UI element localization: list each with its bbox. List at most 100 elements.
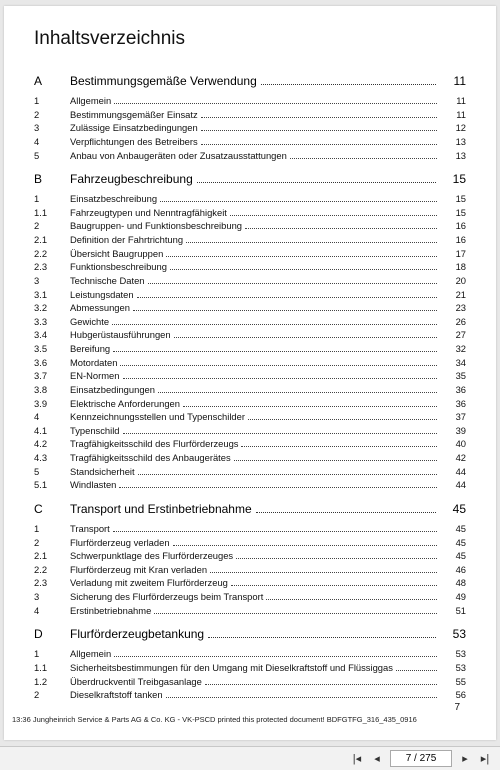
toc-dots [158, 392, 437, 393]
toc-item-page: 18 [440, 260, 466, 274]
toc-item-label: Kennzeichnungsstellen und Typenschilder [70, 410, 245, 424]
toc-dots [160, 201, 437, 202]
toc-dots [230, 215, 437, 216]
toc-dots [183, 406, 437, 407]
toc-item-number: 2.3 [34, 260, 70, 274]
toc-item-row: 1Einsatzbeschreibung15 [34, 192, 466, 206]
nav-page-input[interactable] [390, 750, 452, 767]
nav-last-button[interactable]: ▸| [476, 750, 494, 768]
toc-item-row: 5.1Windlasten44 [34, 478, 466, 492]
toc-item-row: 2Dieselkraftstoff tanken56 [34, 688, 466, 702]
toc-dots [208, 637, 436, 638]
toc-item-number: 3.5 [34, 342, 70, 356]
toc-item-row: 2Flurförderzeug verladen45 [34, 536, 466, 550]
toc-item-number: 2.1 [34, 233, 70, 247]
toc-item-number: 4 [34, 135, 70, 149]
toc-item-label: Technische Daten [70, 274, 145, 288]
toc-item-number: 2 [34, 536, 70, 550]
toc-dots [241, 446, 437, 447]
toc-item-number: 1 [34, 94, 70, 108]
toc-dots [114, 103, 437, 104]
toc-item-label: Bestimmungsgemäßer Einsatz [70, 108, 198, 122]
toc-item-page: 40 [440, 437, 466, 451]
toc-section-key: A [34, 74, 70, 88]
nav-next-button[interactable]: ▸ [456, 750, 474, 768]
toc-item-row: 3.6Motordaten34 [34, 356, 466, 370]
toc-item-page: 45 [440, 549, 466, 563]
toc-item-label: Flurförderzeug mit Kran verladen [70, 563, 207, 577]
toc-item-row: 4Kennzeichnungsstellen und Typenschilder… [34, 410, 466, 424]
toc-item-page: 42 [440, 451, 466, 465]
toc-item-row: 3Technische Daten20 [34, 274, 466, 288]
toc-item-number: 3.3 [34, 315, 70, 329]
toc-item-number: 3.9 [34, 397, 70, 411]
toc-item-row: 4.3Tragfähigkeitsschild des Anbaugerätes… [34, 451, 466, 465]
toc-section-key: D [34, 627, 70, 641]
toc-dots [186, 242, 437, 243]
toc-item-label: Einsatzbeschreibung [70, 192, 157, 206]
toc-item-row: 5Anbau von Anbaugeräten oder Zusatzausst… [34, 149, 466, 163]
toc-dots [245, 228, 437, 229]
toc-item-page: 44 [440, 478, 466, 492]
toc-item-label: Dieselkraftstoff tanken [70, 688, 163, 702]
toc-item-page: 17 [440, 247, 466, 261]
toc-item-row: 5Standsicherheit44 [34, 465, 466, 479]
toc-item-row: 3.7EN-Normen35 [34, 369, 466, 383]
toc-item-number: 3 [34, 121, 70, 135]
toc-dots [248, 419, 437, 420]
toc-item-page: 56 [440, 688, 466, 702]
toc-item-label: Tragfähigkeitsschild des Anbaugerätes [70, 451, 231, 465]
toc-item-row: 2.1Definition der Fahrtrichtung16 [34, 233, 466, 247]
toc-item-page: 20 [440, 274, 466, 288]
first-page-icon: |◂ [353, 752, 361, 765]
toc-section-label: Flurförderzeugbetankung [70, 627, 204, 641]
toc-item-page: 51 [440, 604, 466, 618]
toc-item-number: 1 [34, 192, 70, 206]
toc-item-label: Windlasten [70, 478, 116, 492]
toc-item-label: Motordaten [70, 356, 117, 370]
toc-item-page: 34 [440, 356, 466, 370]
toc-item-label: Abmessungen [70, 301, 130, 315]
toc-section-page: 11 [440, 74, 466, 88]
toc-item-label: Funktionsbeschreibung [70, 260, 167, 274]
toc-item-row: 3.4Hubgerüstausführungen27 [34, 328, 466, 342]
toc-item-page: 11 [440, 94, 466, 108]
toc-item-page: 16 [440, 219, 466, 233]
toc-item-label: Baugruppen- und Funktionsbeschreibung [70, 219, 242, 233]
toc-item-label: Definition der Fahrtrichtung [70, 233, 183, 247]
toc-item-page: 49 [440, 590, 466, 604]
toc-item-row: 2Bestimmungsgemäßer Einsatz11 [34, 108, 466, 122]
prev-page-icon: ◂ [374, 752, 380, 765]
toc-dots [133, 310, 437, 311]
toc-item-number: 1 [34, 647, 70, 661]
toc-section-key: C [34, 502, 70, 516]
toc-section-key: B [34, 172, 70, 186]
toc-item-label: Verpflichtungen des Betreibers [70, 135, 198, 149]
toc-item-label: Allgemein [70, 94, 111, 108]
toc-item-row: 4Verpflichtungen des Betreibers13 [34, 135, 466, 149]
toc-item-number: 3.7 [34, 369, 70, 383]
toc-item-label: Fahrzeugtypen und Nenntragfähigkeit [70, 206, 227, 220]
nav-prev-button[interactable]: ◂ [368, 750, 386, 768]
last-page-icon: ▸| [481, 752, 489, 765]
toc-item-page: 15 [440, 206, 466, 220]
toc-item-number: 2.2 [34, 247, 70, 261]
toc-item-number: 4.3 [34, 451, 70, 465]
toc-item-page: 55 [440, 675, 466, 689]
nav-first-button[interactable]: |◂ [348, 750, 366, 768]
toc-item-page: 44 [440, 465, 466, 479]
toc-item-row: 1Allgemein53 [34, 647, 466, 661]
toc-item-label: Typenschild [70, 424, 120, 438]
next-page-icon: ▸ [462, 752, 468, 765]
toc-item-label: Sicherung des Flurförderzeugs beim Trans… [70, 590, 263, 604]
toc-dots [236, 558, 437, 559]
toc-item-label: Hubgerüstausführungen [70, 328, 171, 342]
toc-item-row: 1Transport45 [34, 522, 466, 536]
toc-section-page: 15 [440, 172, 466, 186]
toc-item-page: 53 [440, 661, 466, 675]
toc-item-label: Überdruckventil Treibgasanlage [70, 675, 202, 689]
toc-item-page: 36 [440, 383, 466, 397]
toc-item-number: 2 [34, 108, 70, 122]
toc-item-label: Gewichte [70, 315, 109, 329]
toc-item-label: Schwerpunktlage des Flurförderzeuges [70, 549, 233, 563]
